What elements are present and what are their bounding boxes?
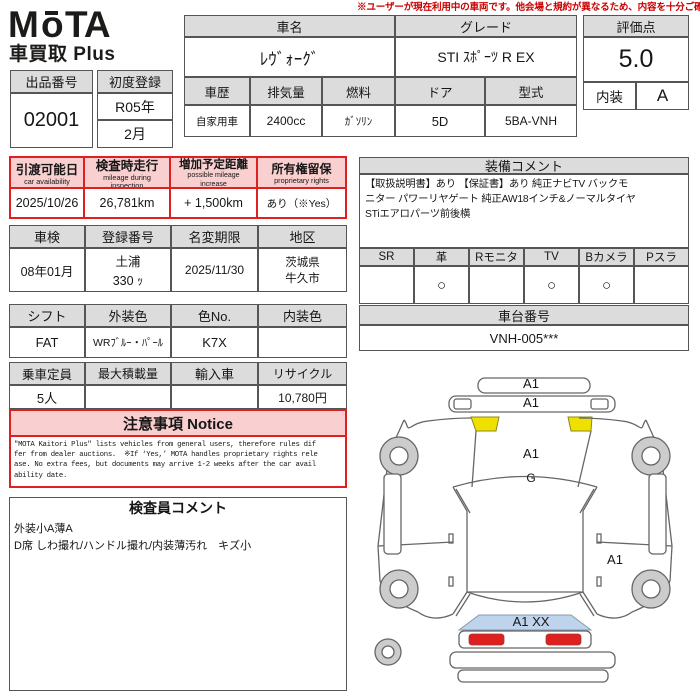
svg-text:A1: A1 bbox=[523, 376, 539, 391]
svg-text:A1: A1 bbox=[523, 395, 539, 410]
svg-text:A1: A1 bbox=[607, 552, 623, 567]
svg-text:A1 XX: A1 XX bbox=[513, 614, 550, 629]
svg-text:A1: A1 bbox=[523, 446, 539, 461]
svg-text:G: G bbox=[526, 471, 535, 485]
